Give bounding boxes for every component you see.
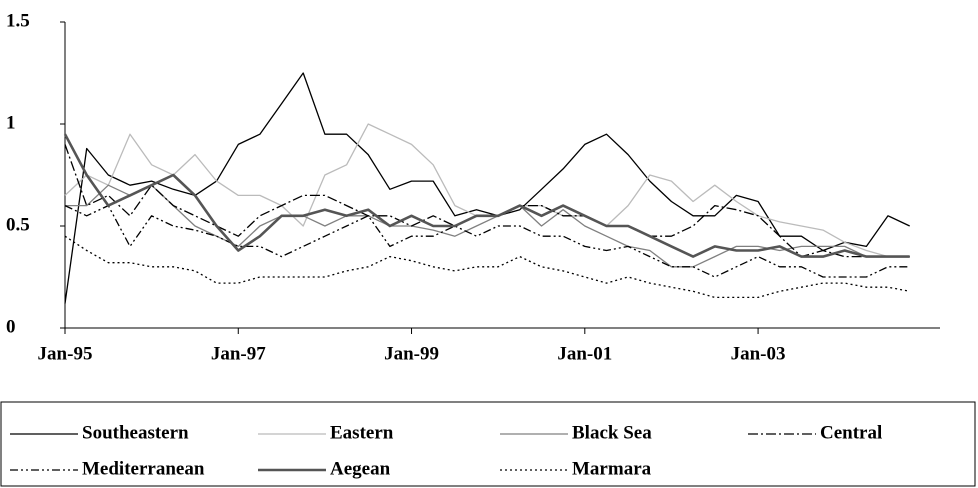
legend-box <box>0 401 976 487</box>
legend-label: Aegean <box>330 458 391 479</box>
y-tick-label: 1.5 <box>6 10 30 31</box>
legend-label: Southeastern <box>82 422 189 443</box>
legend-label: Black Sea <box>572 422 652 443</box>
legend-label: Marmara <box>572 458 652 479</box>
x-tick-label: Jan-97 <box>211 343 266 364</box>
series-line <box>64 144 910 258</box>
y-tick-label: 0.5 <box>6 214 30 235</box>
legend-label: Mediterranean <box>82 458 205 479</box>
x-tick-label: Jan-03 <box>731 343 786 364</box>
y-tick-label: 1 <box>6 112 16 133</box>
series-line <box>65 184 910 268</box>
x-tick-label: Jan-99 <box>384 343 439 364</box>
series-line <box>63 133 910 258</box>
x-tick-label: Jan-01 <box>557 343 612 364</box>
y-tick-label: 0 <box>6 316 16 337</box>
series-line <box>64 72 910 304</box>
series-line <box>64 204 910 278</box>
legend-label: Central <box>820 422 882 443</box>
series-line <box>64 235 910 299</box>
legend-label: Eastern <box>330 422 394 443</box>
x-tick-label: Jan-95 <box>38 343 93 364</box>
